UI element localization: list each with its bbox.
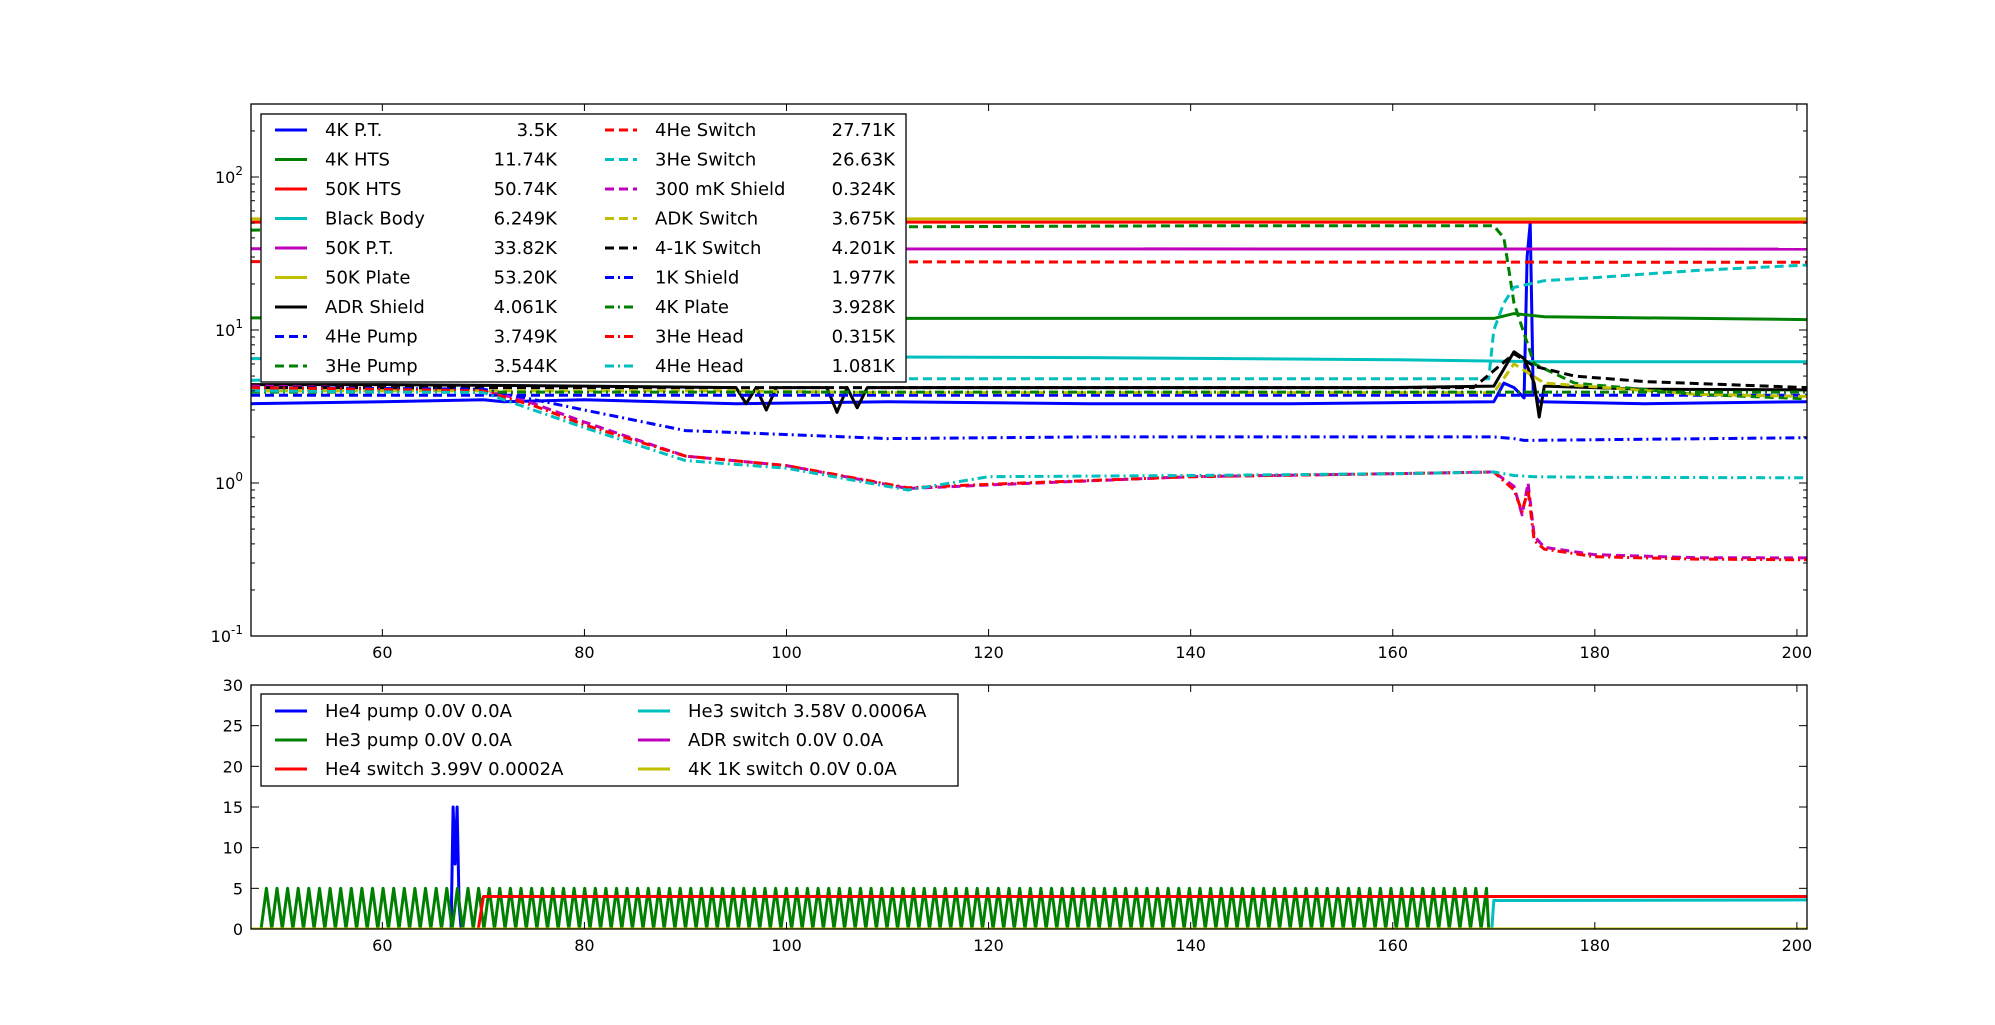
temperature-legend: 4K P.T. 3.5K 4K HTS 11.74K 50K HTS 50.74K Blac… bbox=[260, 113, 907, 383]
temperature-y-tick-label: 10-1 bbox=[211, 623, 243, 646]
heater-x-tick-label: 200 bbox=[1782, 936, 1813, 955]
series-1k-shield-line bbox=[251, 386, 1807, 442]
legend-value: 1.081K bbox=[832, 356, 897, 377]
series-he3-switch-line bbox=[251, 898, 1807, 929]
temperature-y-tick-label: 102 bbox=[215, 164, 243, 187]
legend-value: 33.82K bbox=[494, 238, 559, 259]
heater-y-tick-label: 30 bbox=[223, 676, 243, 695]
heater-y-axis: 0 5 10 15 20 25 30 bbox=[223, 676, 1807, 939]
heater-y-tick-label: 5 bbox=[233, 879, 243, 898]
series-he4-switch-line bbox=[251, 895, 1807, 929]
temperature-x-tick-label: 160 bbox=[1377, 643, 1408, 662]
legend-label: 4He Head bbox=[655, 356, 744, 377]
heater-x-axis: 60 80 100 120 140 160 180 200 bbox=[372, 685, 1812, 955]
legend-label: 50K Plate bbox=[325, 268, 410, 289]
series-adr-shield-line bbox=[251, 350, 1807, 419]
heater-x-tick-label: 100 bbox=[771, 936, 802, 955]
legend-label: He3 switch 3.58V 0.0006A bbox=[688, 701, 927, 722]
legend-value: 26.63K bbox=[832, 150, 897, 171]
legend-label: 4K HTS bbox=[325, 150, 390, 171]
heater-y-tick-label: 15 bbox=[223, 798, 243, 817]
legend-label: Black Body bbox=[325, 209, 425, 230]
heater-panel: 60 80 100 120 140 160 180 200 0 5 10 15 20 25 30 He4 … bbox=[223, 676, 1813, 955]
series-adk-switch-line bbox=[251, 362, 1807, 398]
legend-value: 3.675K bbox=[832, 209, 897, 230]
temperature-x-tick-label: 80 bbox=[574, 643, 594, 662]
legend-value: 3.544K bbox=[494, 356, 559, 377]
series-4k-p-t--line bbox=[251, 221, 1807, 406]
legend-label: He4 switch 3.99V 0.0002A bbox=[325, 759, 564, 780]
legend-label: ADR Shield bbox=[325, 297, 425, 318]
legend-value: 53.20K bbox=[494, 268, 559, 289]
series-4he-head-line bbox=[251, 389, 1807, 492]
legend-label: 4-1K Switch bbox=[655, 238, 761, 259]
heater-x-tick-label: 180 bbox=[1580, 936, 1611, 955]
heater-x-tick-label: 160 bbox=[1377, 936, 1408, 955]
series-300-mk-shield-line bbox=[251, 384, 1807, 560]
temperature-x-axis: 60 80 100 120 140 160 180 200 bbox=[372, 104, 1812, 662]
series-4-1k-switch-line bbox=[251, 352, 1807, 390]
temperature-y-axis: 10-1 100 101 102 bbox=[211, 130, 1807, 646]
heater-x-tick-label: 80 bbox=[574, 936, 594, 955]
series-3he-pump-line bbox=[251, 224, 1807, 401]
legend-value: 3.5K bbox=[517, 120, 559, 141]
heater-x-tick-label: 140 bbox=[1175, 936, 1206, 955]
legend-value: 0.324K bbox=[832, 179, 897, 200]
temperature-y-tick-label: 100 bbox=[215, 470, 243, 493]
series-3he-head-line bbox=[251, 386, 1807, 562]
temperature-x-tick-label: 100 bbox=[771, 643, 802, 662]
legend-label: 50K HTS bbox=[325, 179, 401, 200]
legend-label: ADK Switch bbox=[655, 209, 758, 230]
legend-label: 4K Plate bbox=[655, 297, 729, 318]
legend-label: 1K Shield bbox=[655, 268, 739, 289]
legend-value: 4.201K bbox=[832, 238, 897, 259]
legend-label: 3He Pump bbox=[325, 356, 418, 377]
legend-value: 27.71K bbox=[832, 120, 897, 141]
series-he4-pump-line bbox=[251, 805, 1807, 929]
temperature-x-tick-label: 140 bbox=[1175, 643, 1206, 662]
legend-label: He4 pump 0.0V 0.0A bbox=[325, 701, 513, 722]
legend-label: 4K P.T. bbox=[325, 120, 382, 141]
legend-value: 0.315K bbox=[832, 327, 897, 348]
legend-label: 300 mK Shield bbox=[655, 179, 785, 200]
legend-label: 4He Pump bbox=[325, 327, 418, 348]
heater-y-tick-label: 20 bbox=[223, 757, 243, 776]
series-3he-switch-line bbox=[251, 263, 1807, 382]
heater-x-tick-label: 60 bbox=[372, 936, 392, 955]
heater-series-group bbox=[251, 805, 1807, 929]
temperature-panel: 60 80 100 120 140 160 180 200 10-1 100 101 102 4K … bbox=[211, 103, 1812, 662]
heater-y-tick-label: 0 bbox=[233, 920, 243, 939]
legend-label: 4K 1K switch 0.0V 0.0A bbox=[688, 759, 897, 780]
legend-value: 6.249K bbox=[494, 209, 559, 230]
series-he3-pump-line bbox=[259, 886, 1807, 929]
legend-box bbox=[260, 113, 907, 383]
temperature-x-tick-label: 200 bbox=[1782, 643, 1813, 662]
temperature-x-tick-label: 60 bbox=[372, 643, 392, 662]
legend-value: 3.928K bbox=[832, 297, 897, 318]
legend-box bbox=[260, 693, 959, 787]
legend-label: ADR switch 0.0V 0.0A bbox=[688, 730, 884, 751]
legend-value: 11.74K bbox=[494, 150, 559, 171]
legend-value: 50.74K bbox=[494, 179, 559, 200]
legend-label: 3He Head bbox=[655, 327, 744, 348]
legend-label: 3He Switch bbox=[655, 150, 756, 171]
legend-label: 4He Switch bbox=[655, 120, 756, 141]
heater-legend: He4 pump 0.0V 0.0A He3 pump 0.0V 0.0A He4 … bbox=[260, 693, 959, 787]
temperature-y-tick-label: 101 bbox=[215, 317, 243, 340]
heater-x-tick-label: 120 bbox=[973, 936, 1004, 955]
temperature-x-tick-label: 180 bbox=[1580, 643, 1611, 662]
legend-value: 1.977K bbox=[832, 268, 897, 289]
temperature-plot-frame bbox=[250, 103, 1808, 637]
temperature-x-tick-label: 120 bbox=[973, 643, 1004, 662]
legend-label: He3 pump 0.0V 0.0A bbox=[325, 730, 513, 751]
legend-value: 3.749K bbox=[494, 327, 559, 348]
heater-y-tick-label: 25 bbox=[223, 717, 243, 736]
legend-label: 50K P.T. bbox=[325, 238, 394, 259]
heater-y-tick-label: 10 bbox=[223, 839, 243, 858]
legend-value: 4.061K bbox=[494, 297, 559, 318]
